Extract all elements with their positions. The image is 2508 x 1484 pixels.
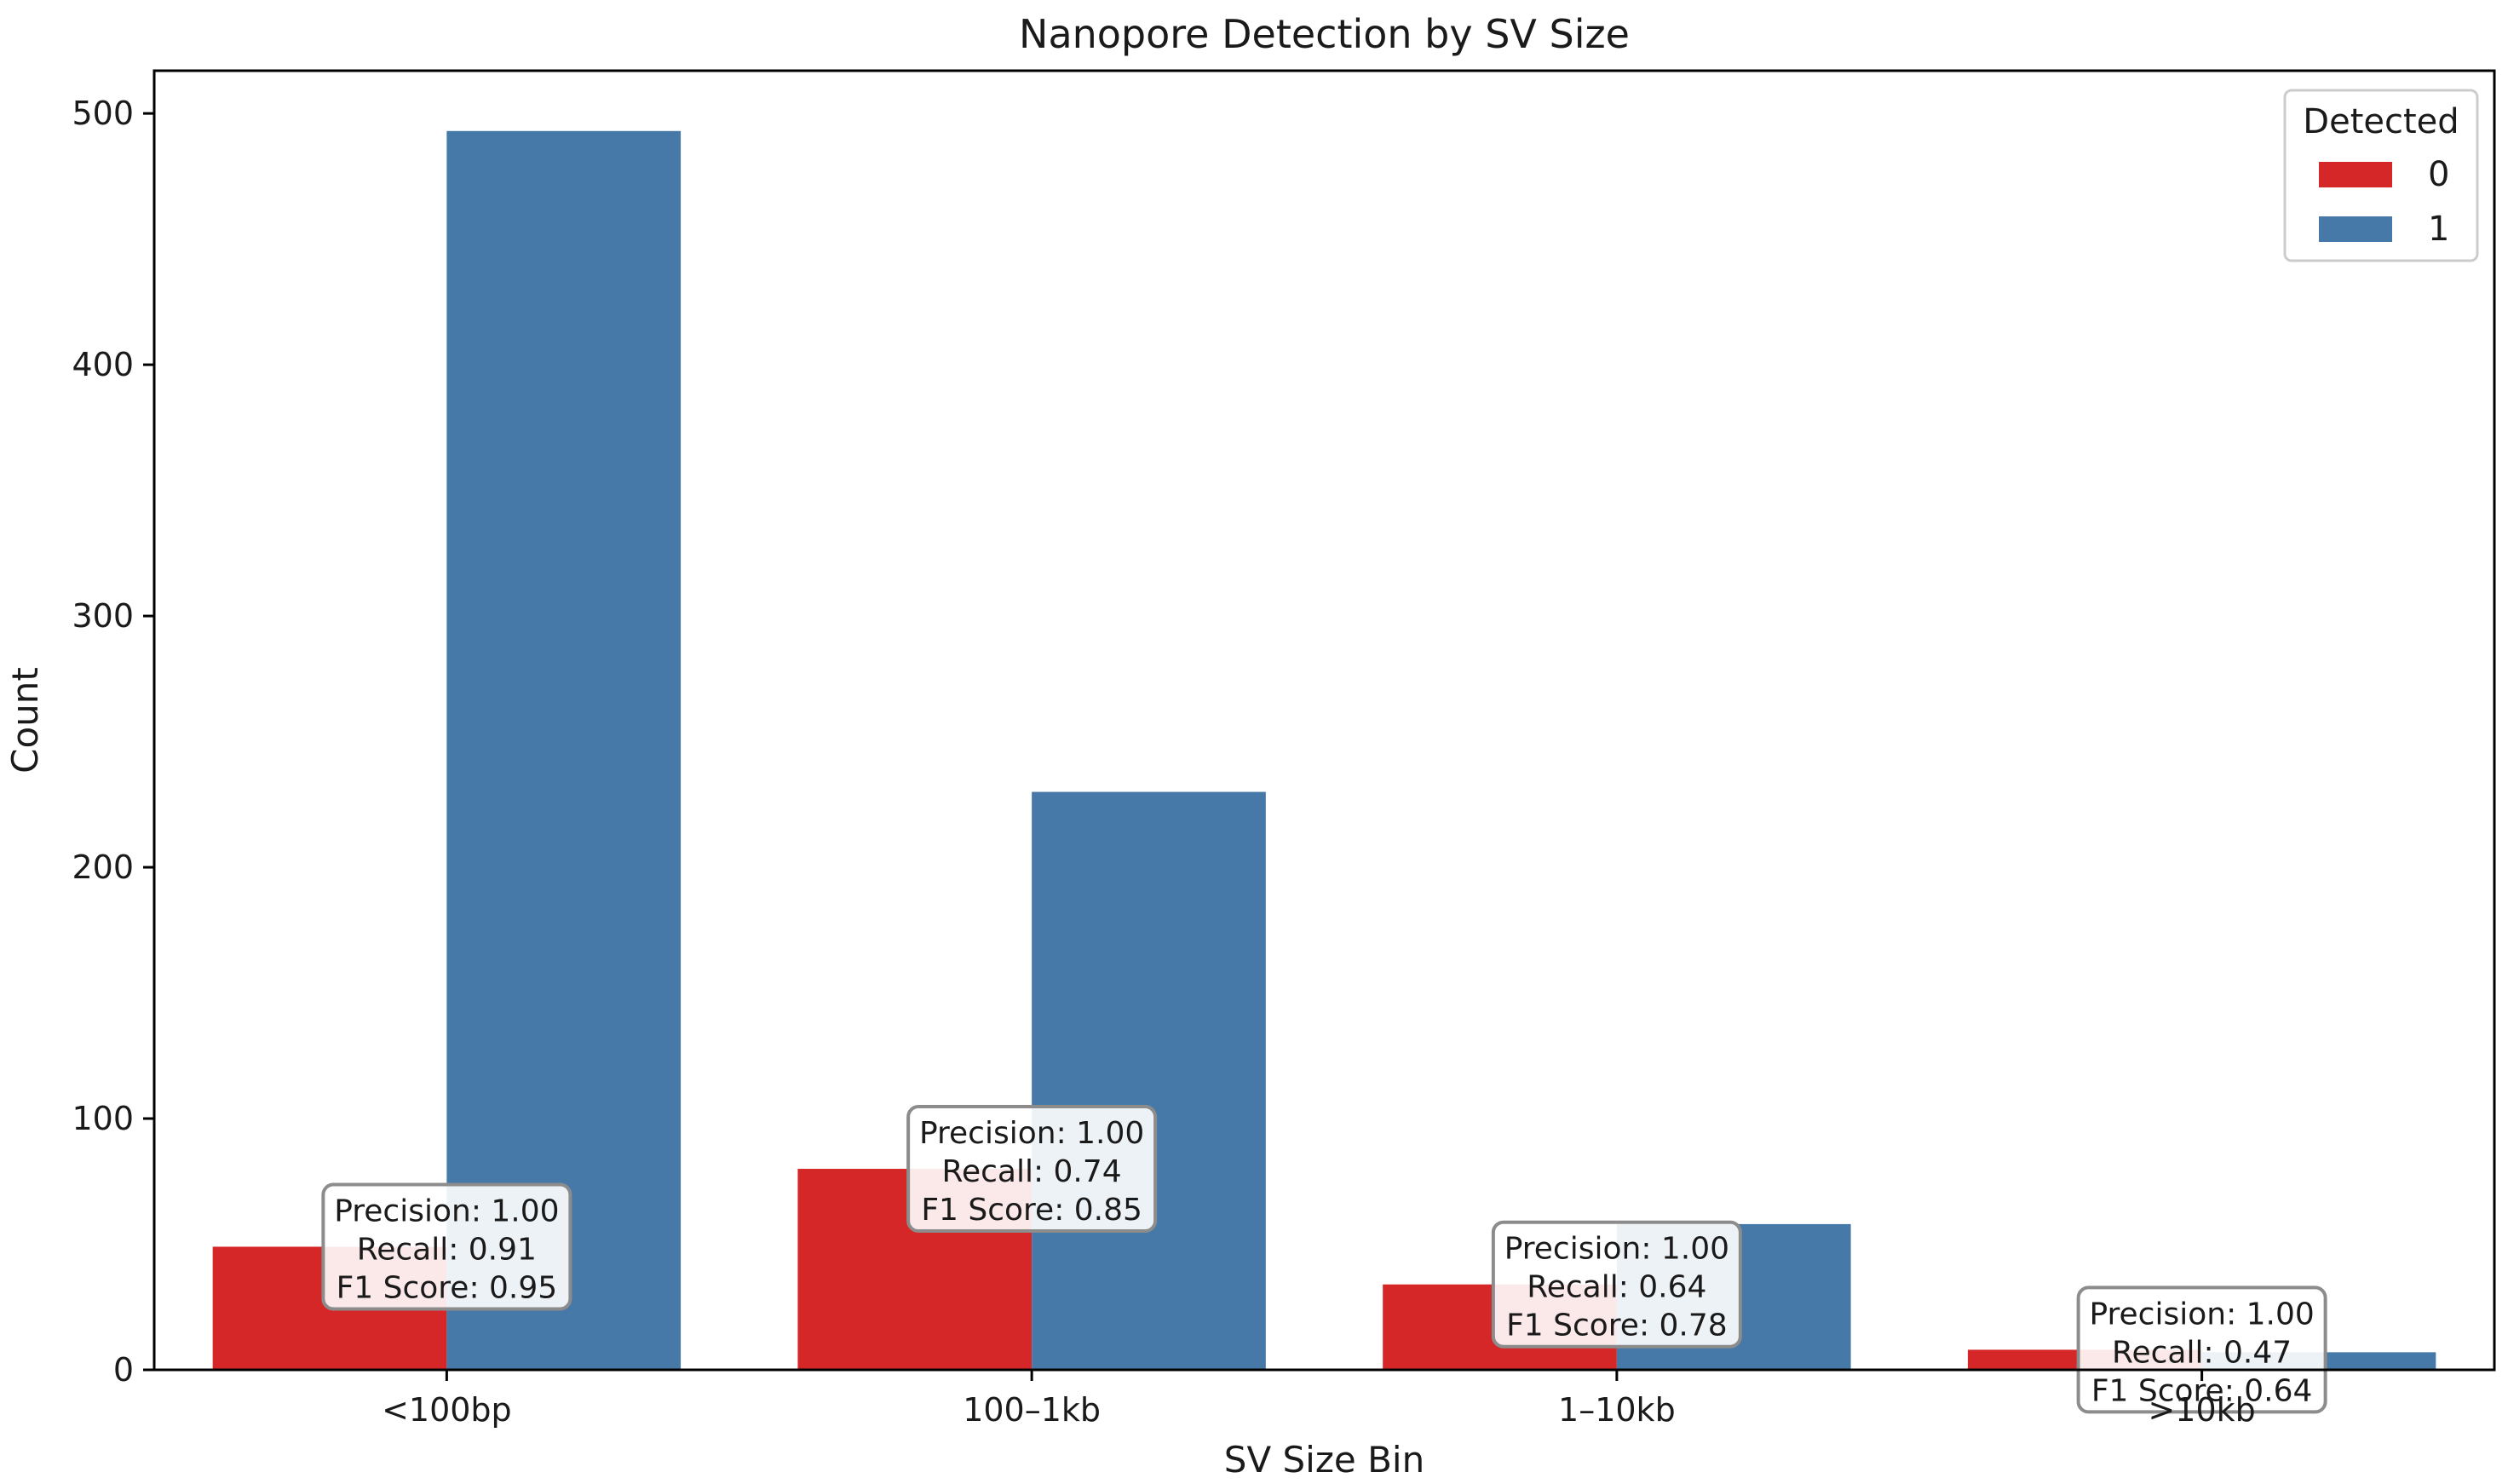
y-tick-label-300: 300 — [72, 597, 134, 635]
annotation-line-10kb-0: Precision: 1.00 — [2089, 1297, 2314, 1332]
legend-label-series-1: 1 — [2428, 210, 2449, 249]
annotation-line-100-1kb-2: F1 Score: 0.85 — [921, 1193, 1142, 1228]
annotation-box-100bp — [321, 1182, 572, 1311]
x-tick-label-100bp: <100bp — [382, 1391, 512, 1429]
bar-100bp-series-1 — [446, 130, 682, 1371]
annotation-box-100-1kb — [906, 1105, 1158, 1234]
plot-frame — [152, 69, 2496, 1372]
annotation-line-1-10kb-1: Recall: 0.64 — [1527, 1270, 1706, 1305]
x-tick-label-100-1kb: 100–1kb — [963, 1391, 1101, 1429]
legend-swatch-series-1 — [2319, 216, 2392, 242]
annotation-line-100bp-0: Precision: 1.00 — [334, 1194, 559, 1228]
annotation-line-100bp-2: F1 Score: 0.95 — [337, 1270, 558, 1305]
x-tick-label-1-10kb: 1–10kb — [1558, 1391, 1676, 1429]
chart-title: Nanopore Detection by SV Size — [1019, 11, 1630, 57]
y-axis: 0 100 200 300 400 500 — [72, 95, 154, 1389]
y-tick-label-200: 200 — [72, 848, 134, 886]
annotation-line-100bp-1: Recall: 0.91 — [357, 1232, 537, 1267]
annotation-box-10kb — [2076, 1286, 2327, 1414]
annotation-line-100-1kb-0: Precision: 1.00 — [919, 1116, 1144, 1151]
annotation-line-10kb-1: Recall: 0.47 — [2112, 1335, 2292, 1370]
legend-title: Detected — [2303, 102, 2459, 141]
y-axis-label: Count — [4, 667, 46, 774]
annotation-line-1-10kb-0: Precision: 1.00 — [1504, 1232, 1729, 1267]
x-axis-label: SV Size Bin — [1224, 1439, 1424, 1481]
y-tick-label-0: 0 — [113, 1351, 134, 1389]
annotation-line-100-1kb-1: Recall: 0.74 — [942, 1154, 1122, 1189]
legend: Detected 0 1 — [2283, 89, 2479, 262]
bar-100-1kb-series-1 — [1032, 791, 1266, 1370]
y-tick-label-500: 500 — [72, 95, 134, 132]
x-axis: <100bp 100–1kb 1–10kb >10kb — [382, 1370, 2256, 1429]
annotation-line-1-10kb-2: F1 Score: 0.78 — [1506, 1309, 1728, 1343]
legend-swatch-series-0 — [2319, 162, 2392, 187]
legend-label-series-0: 0 — [2428, 155, 2449, 194]
annotation-box-1-10kb — [1491, 1220, 1742, 1349]
y-tick-label-100: 100 — [72, 1100, 134, 1137]
y-tick-label-400: 400 — [72, 346, 134, 383]
x-tick-label-10kb: >10kb — [2148, 1391, 2255, 1429]
